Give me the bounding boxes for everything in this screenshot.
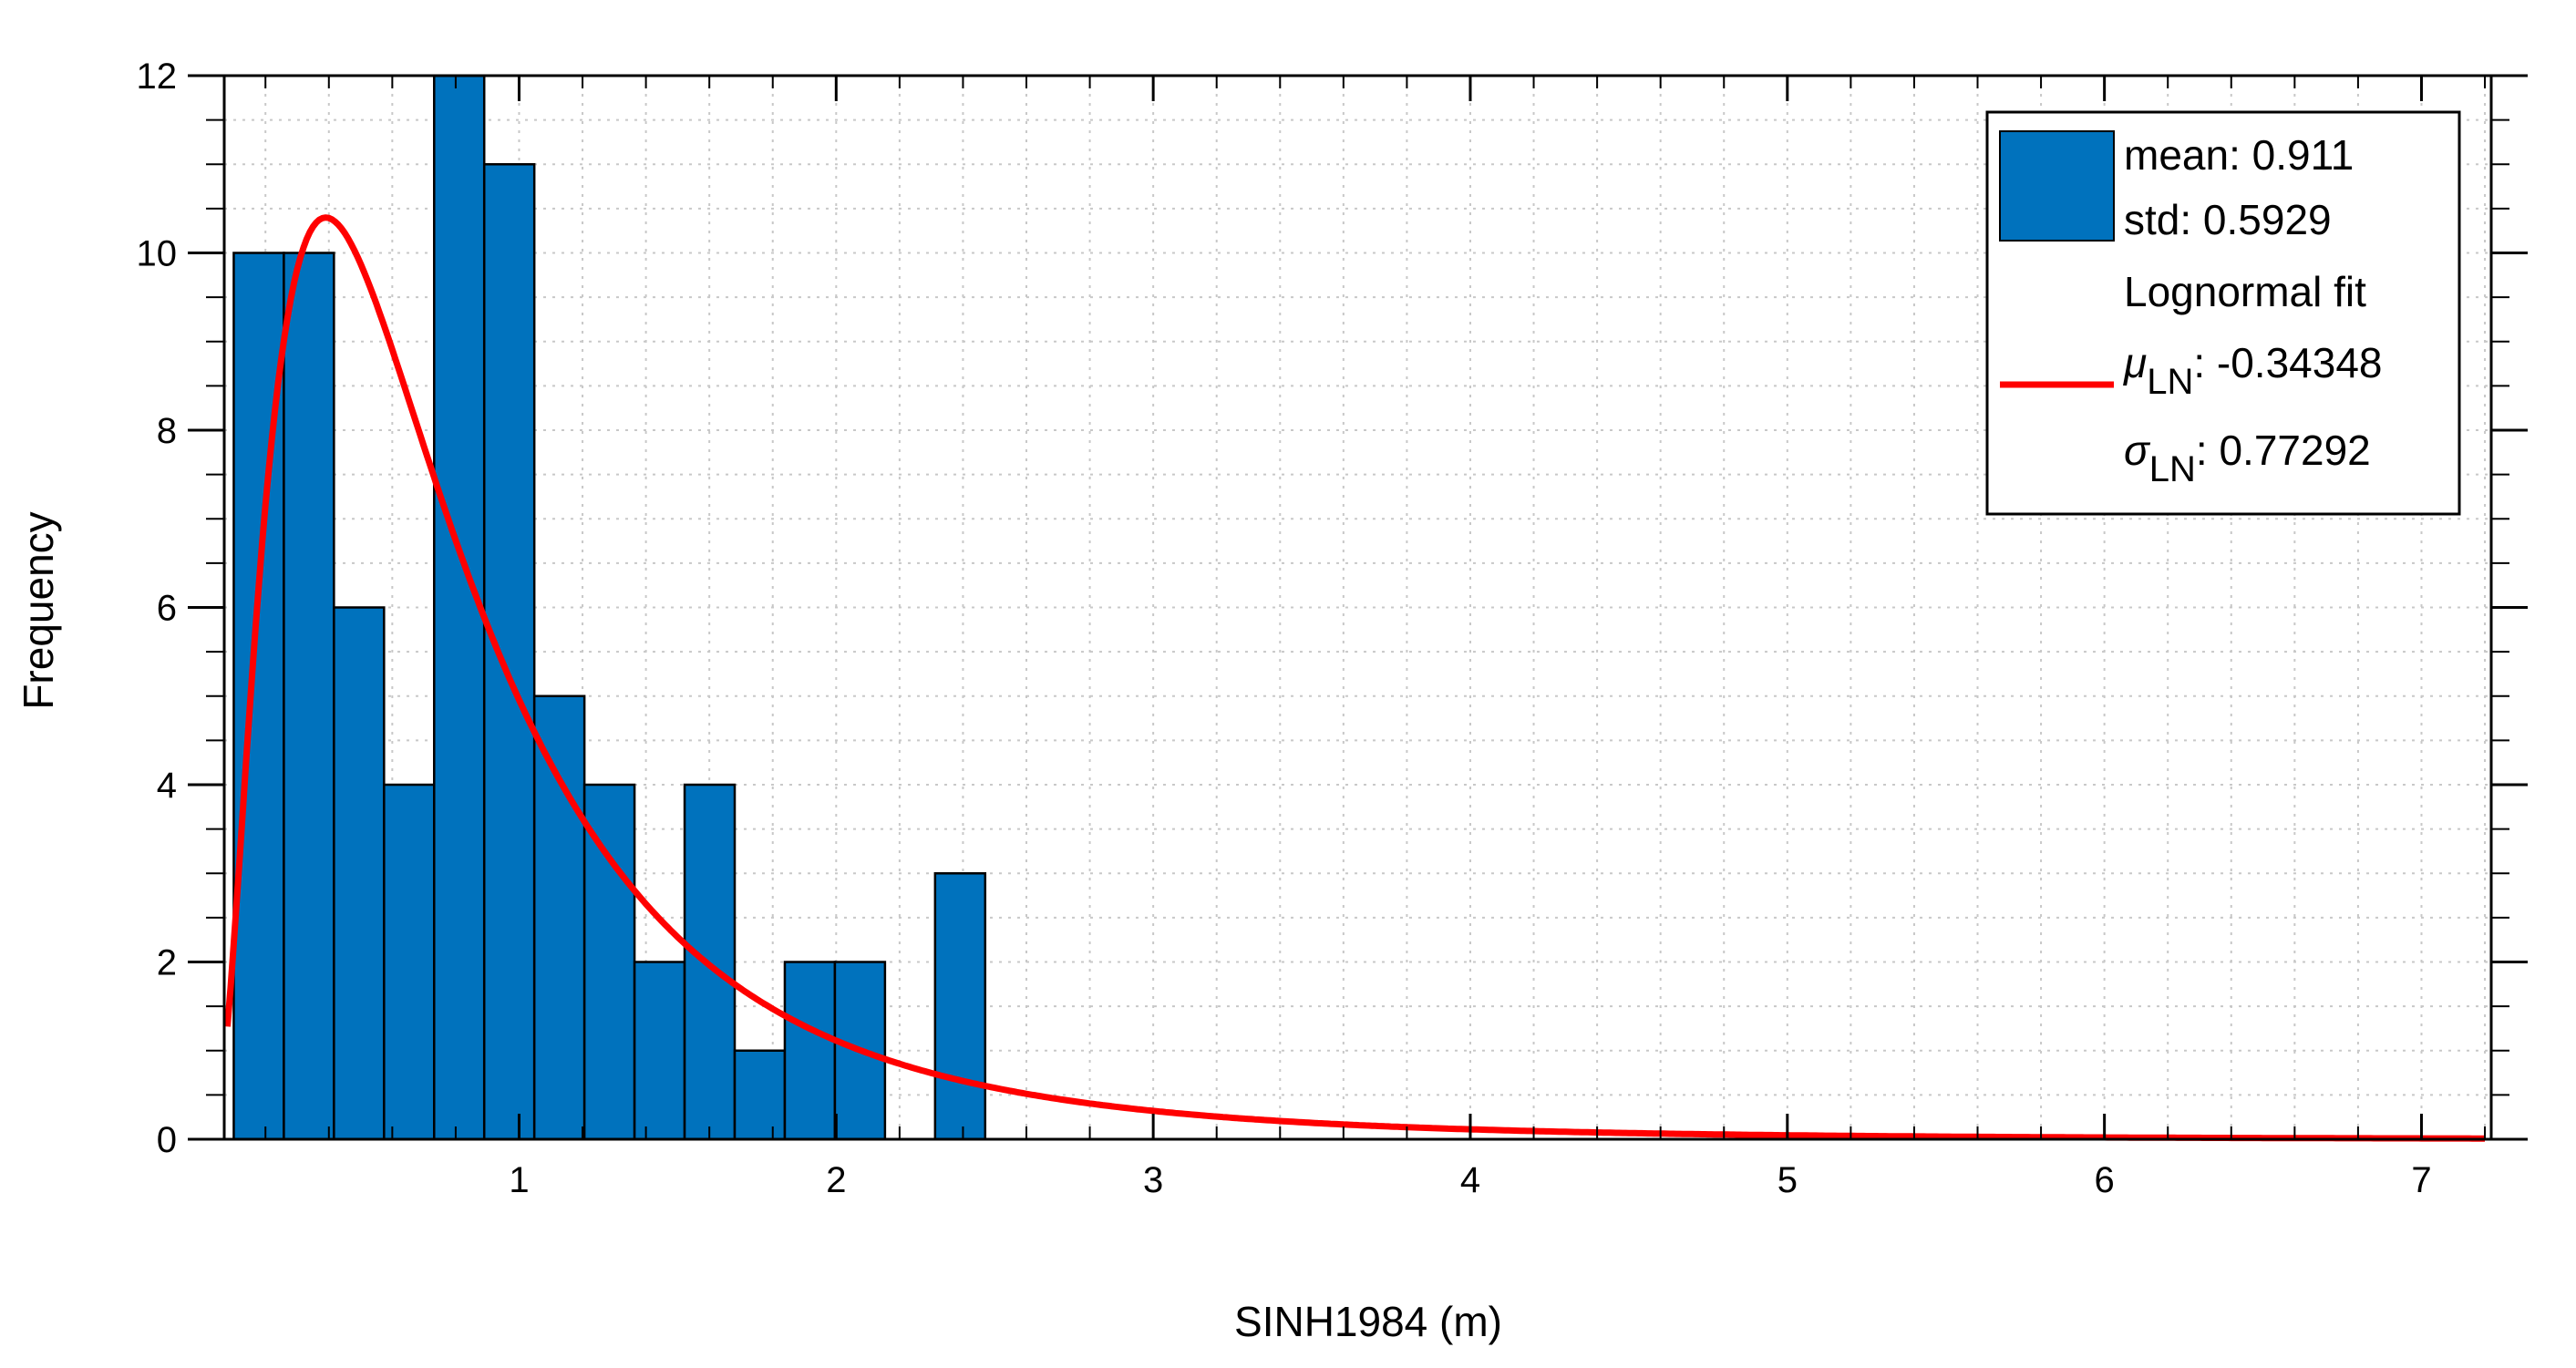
- legend: mean: 0.911 std: 0.5929 Lognormal fit μL…: [1985, 110, 2461, 516]
- histogram-bar: [482, 163, 536, 1141]
- legend-bar-swatch: [1999, 130, 2115, 242]
- x-tick-label: 4: [1460, 1160, 1480, 1200]
- histogram-bar: [283, 252, 335, 1141]
- x-tick-label: 6: [2095, 1160, 2115, 1200]
- histogram-bar: [333, 606, 386, 1141]
- histogram-bar: [783, 961, 837, 1141]
- histogram-bar: [383, 783, 436, 1141]
- histogram-bar: [532, 694, 586, 1141]
- histogram-bars: [232, 74, 987, 1141]
- axes: [188, 74, 2528, 1141]
- legend-sigma: σLN: 0.77292: [2124, 427, 2371, 489]
- legend-fit-title: Lognormal fit: [2124, 268, 2366, 315]
- fit-curve-line: [224, 214, 2486, 1142]
- y-tick-label: 0: [157, 1120, 177, 1160]
- y-axis-title: Frequency: [15, 511, 62, 709]
- y-tick-label: 2: [157, 943, 177, 983]
- x-tick-label: 5: [1777, 1160, 1798, 1200]
- lognormal-fit-curve: [224, 214, 2486, 1142]
- x-tick-label: 2: [826, 1160, 846, 1200]
- y-tick-label: 8: [157, 411, 177, 451]
- histogram-bar: [733, 1049, 787, 1141]
- y-tick-label: 4: [157, 766, 177, 806]
- x-tick-label: 3: [1143, 1160, 1163, 1200]
- legend-mu: μLN: -0.34348: [2123, 339, 2383, 402]
- histogram-bar: [933, 872, 987, 1141]
- legend-mean: mean: 0.911: [2124, 131, 2354, 179]
- histogram-bar: [433, 74, 486, 1141]
- x-tick-label: 7: [2411, 1160, 2431, 1200]
- y-tick-label: 10: [137, 234, 178, 274]
- x-tick-label: 1: [509, 1160, 529, 1200]
- x-axis-title: SINH1984 (m): [1234, 1298, 1502, 1345]
- y-tick-label: 6: [157, 589, 177, 629]
- histogram-bar: [633, 961, 686, 1141]
- histogram-bar: [582, 783, 636, 1141]
- legend-std: std: 0.5929: [2124, 196, 2332, 243]
- y-tick-label: 12: [137, 57, 178, 97]
